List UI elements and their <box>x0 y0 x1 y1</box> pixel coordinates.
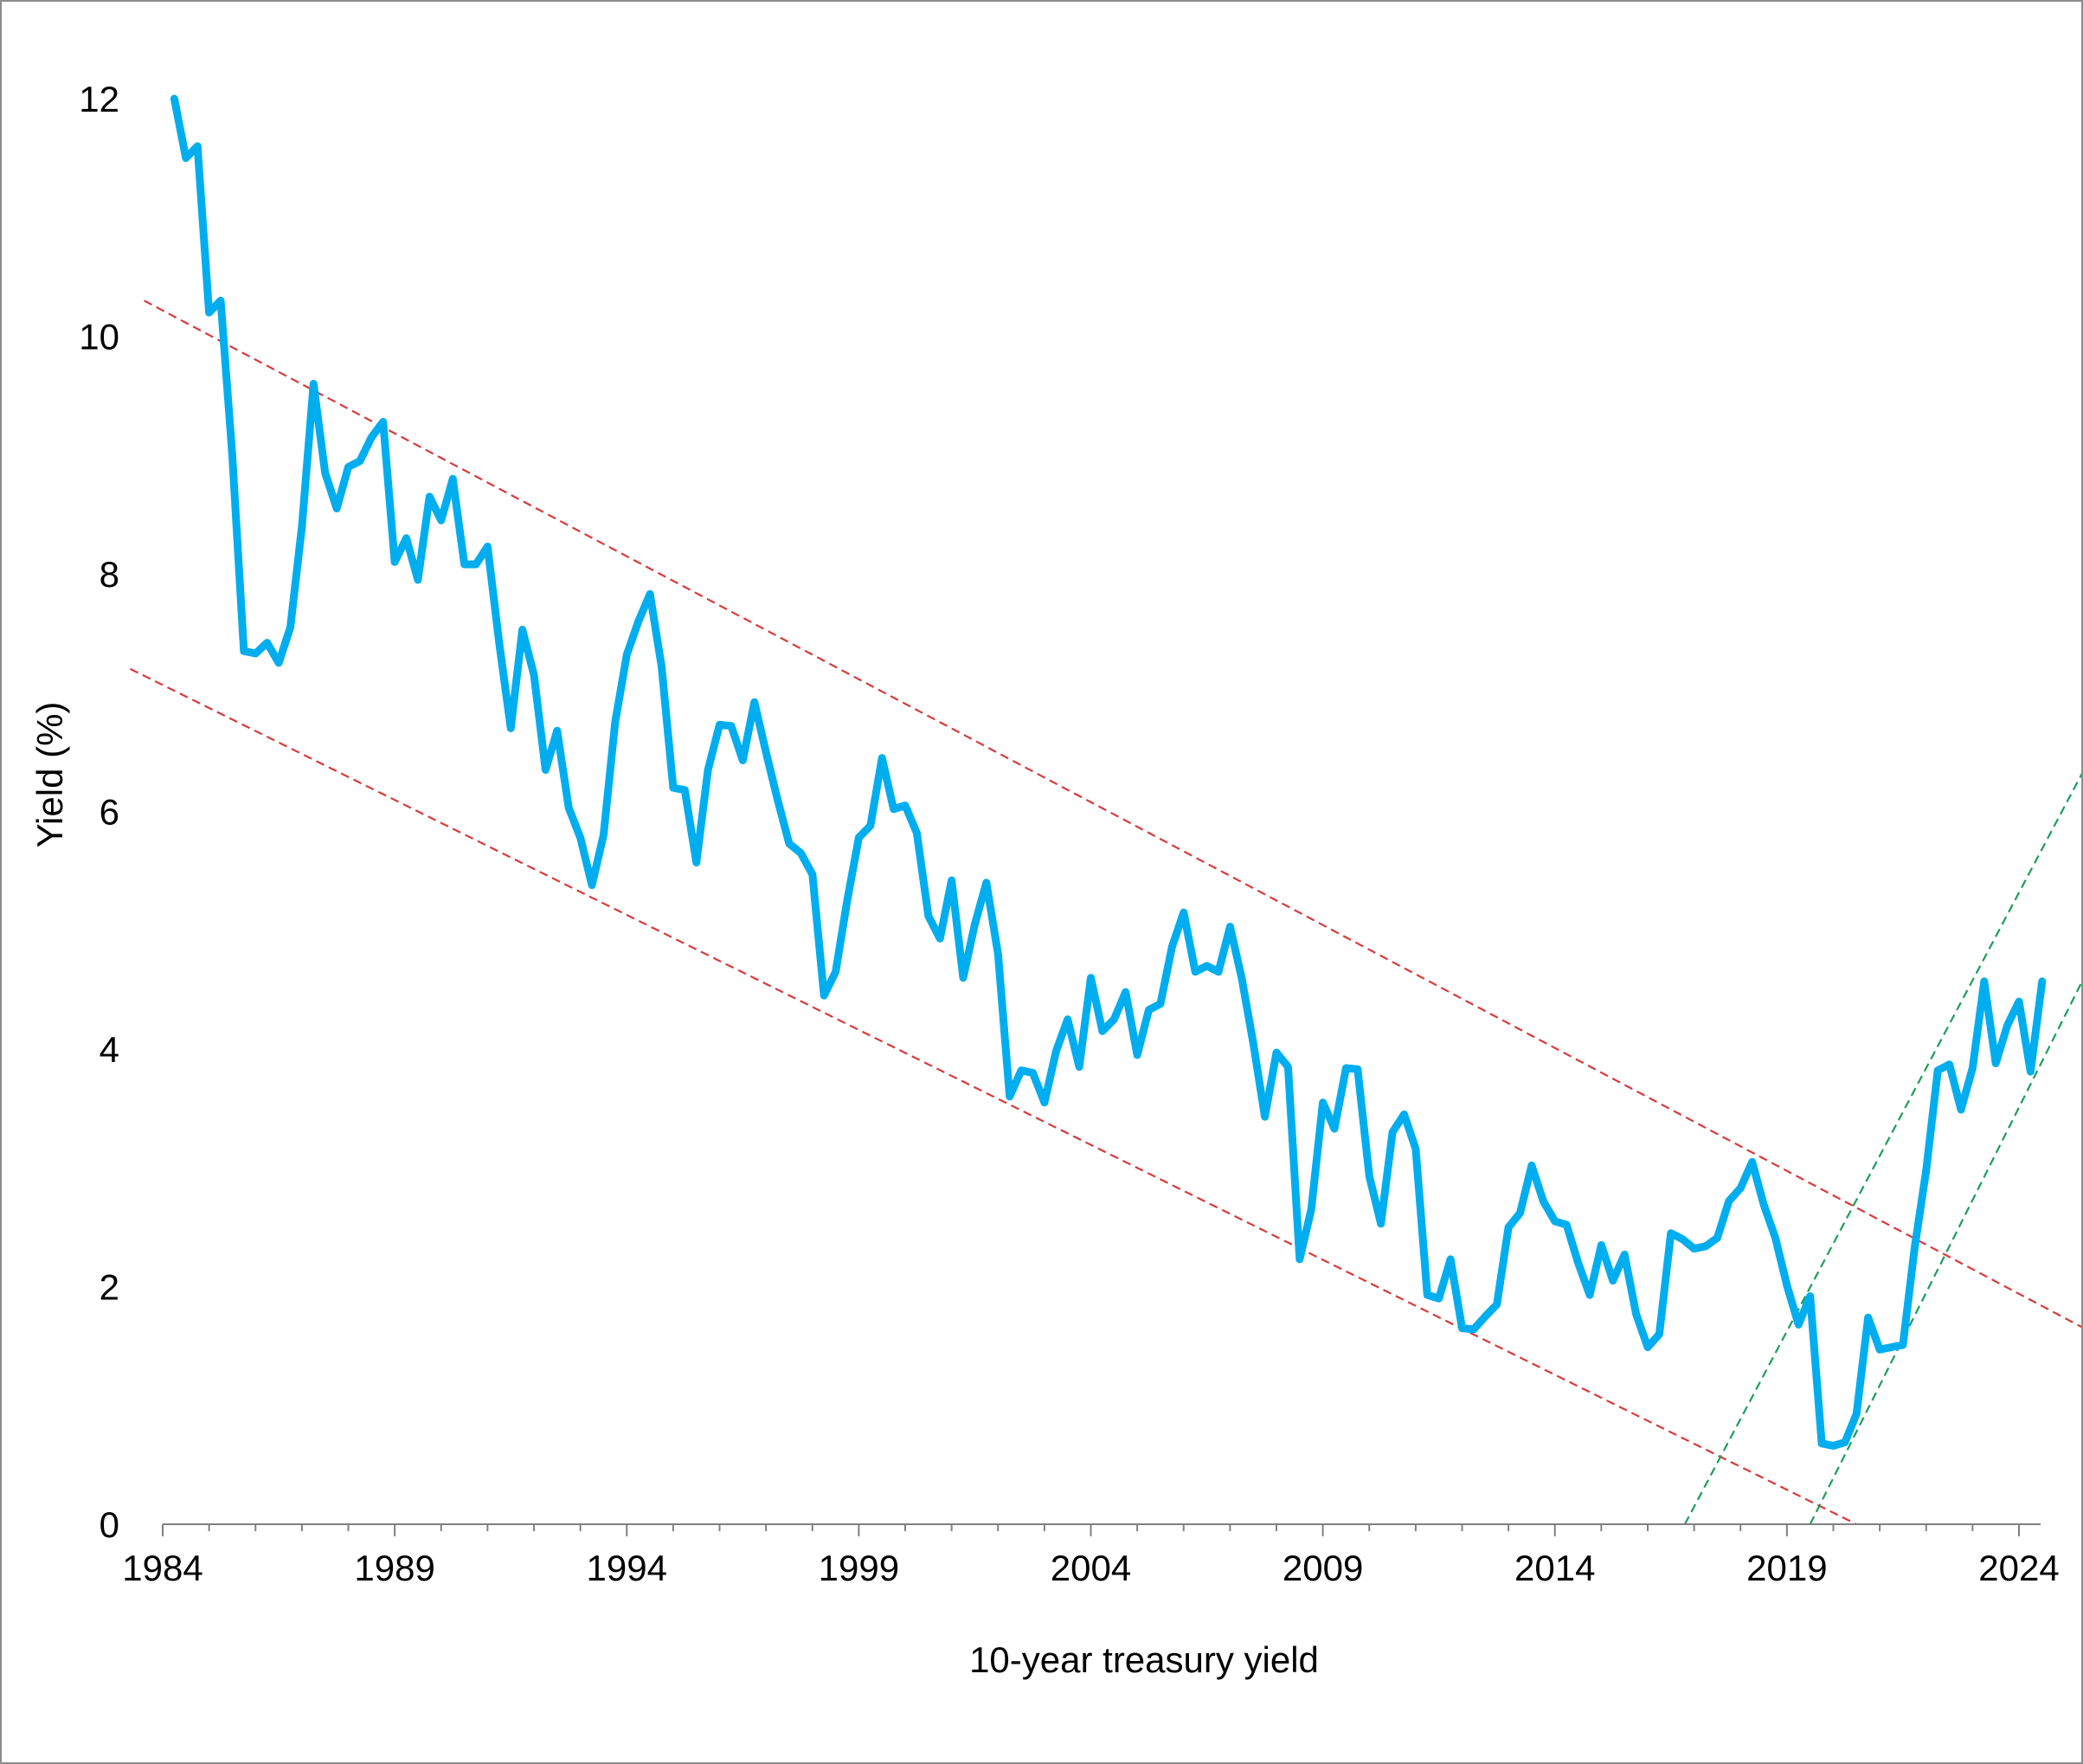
trend-lines <box>129 299 2081 1525</box>
y-tick-label: 4 <box>100 1029 119 1070</box>
trend-line-1 <box>144 299 2081 1329</box>
trend-line-2 <box>129 667 1857 1525</box>
x-tick-label: 1994 <box>587 1548 667 1588</box>
x-tick-label: 2019 <box>1746 1548 1827 1588</box>
x-tick-labels: 1984 1989 1994 1999 2004 2009 2014 2019 2024 <box>122 1548 2059 1588</box>
y-tick-labels: 0 2 4 6 8 10 12 <box>79 79 119 1545</box>
x-tick-label: 1999 <box>819 1548 899 1588</box>
x-tick-label: 1989 <box>354 1548 434 1588</box>
x-tick-label: 2004 <box>1051 1548 1131 1588</box>
y-tick-label: 8 <box>100 554 119 595</box>
y-tick-label: 10 <box>79 317 119 357</box>
y-tick-label: 0 <box>100 1504 119 1545</box>
x-tick-label: 2014 <box>1514 1548 1595 1588</box>
y-tick-label: 2 <box>100 1267 119 1308</box>
x-axis-title: 10-year treasury yield <box>969 1639 1319 1680</box>
series-line-1 <box>170 94 2047 1450</box>
y-tick-label: 12 <box>79 79 119 119</box>
y-tick-label: 6 <box>100 792 119 833</box>
x-tick-label: 2024 <box>1978 1548 2059 1588</box>
x-tick-label: 1984 <box>122 1548 203 1588</box>
trend-line-4 <box>1809 981 2081 1525</box>
x-tick-label: 2009 <box>1283 1548 1363 1588</box>
trend-line-3 <box>1683 772 2081 1525</box>
y-axis-title: Yield (%) <box>29 702 70 848</box>
series-layer <box>170 94 2047 1450</box>
x-axis <box>162 1523 2041 1536</box>
